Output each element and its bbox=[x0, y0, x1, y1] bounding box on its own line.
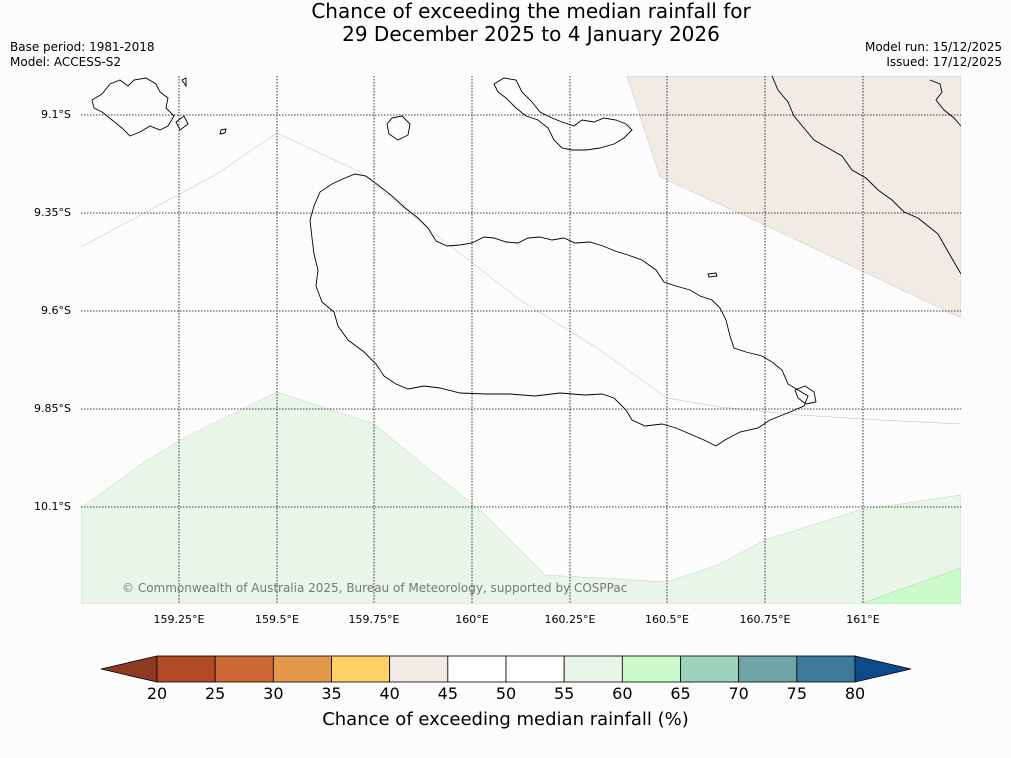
colorbar bbox=[100, 655, 912, 683]
colorbar-bin bbox=[796, 655, 856, 683]
colorbar-tick-label: 70 bbox=[728, 684, 749, 703]
island-outline bbox=[219, 128, 227, 135]
base-info: Base period: 1981-2018 Model: ACCESS-S2 bbox=[10, 40, 155, 70]
colorbar-bin bbox=[331, 655, 391, 683]
island-outline bbox=[707, 272, 718, 278]
colorbar-bin bbox=[156, 655, 216, 683]
colorbar-tick-label: 40 bbox=[379, 684, 400, 703]
map-panel bbox=[81, 76, 961, 604]
graticule bbox=[81, 76, 961, 604]
colorbar-tick-label: 35 bbox=[321, 684, 342, 703]
colorbar-tick-label: 65 bbox=[670, 684, 691, 703]
title-line-1: Chance of exceeding the median rainfall … bbox=[311, 0, 751, 23]
colorbar-extend-high bbox=[854, 655, 912, 683]
colorbar-tick-label: 80 bbox=[844, 684, 866, 703]
colorbar-extend-low bbox=[100, 655, 158, 683]
run-info: Model run: 15/12/2025 Issued: 17/12/2025 bbox=[865, 40, 1002, 70]
colorbar-bin bbox=[738, 655, 798, 683]
lat-tick: 9.6°S bbox=[41, 304, 71, 317]
lon-tick: 159.75°E bbox=[348, 613, 400, 626]
model-run-text: Model run: 15/12/2025 bbox=[864, 40, 1002, 54]
colorbar-tick-label: 50 bbox=[495, 684, 517, 703]
copyright-text: © Commonwealth of Australia 2025, Bureau… bbox=[122, 581, 628, 595]
colorbar-bin bbox=[563, 655, 623, 683]
colorbar-bin bbox=[505, 655, 565, 683]
colorbar-tick-label: 45 bbox=[437, 684, 459, 703]
colorbar-tick-label: 75 bbox=[786, 684, 808, 703]
lat-tick: 10.1°S bbox=[34, 500, 71, 513]
colorbar-bin bbox=[214, 655, 274, 683]
lon-tick: 160°E bbox=[455, 613, 489, 626]
colorbar-bin bbox=[272, 655, 332, 683]
lon-tick: 161°E bbox=[846, 613, 880, 626]
colorbar-title: Chance of exceeding median rainfall (%) bbox=[322, 709, 689, 730]
region-55-60 bbox=[81, 391, 961, 604]
issued-text: Issued: 17/12/2025 bbox=[886, 55, 1002, 69]
island-outline bbox=[794, 385, 817, 405]
colorbar-bin bbox=[389, 655, 449, 683]
lon-tick: 160.75°E bbox=[739, 613, 791, 626]
colorbar-bin bbox=[447, 655, 507, 683]
guadalcanal-coastline bbox=[309, 173, 809, 447]
chart-title: Chance of exceeding the median rainfall … bbox=[0, 0, 1011, 46]
colorbar-bin bbox=[621, 655, 681, 683]
malaita-coastline-north bbox=[929, 79, 961, 127]
lon-tick: 159.5°E bbox=[255, 613, 299, 626]
colorbar-bin bbox=[680, 655, 740, 683]
model-text: Model: ACCESS-S2 bbox=[10, 55, 122, 69]
lat-tick: 9.1°S bbox=[41, 108, 71, 121]
contour-line bbox=[81, 132, 961, 425]
lon-tick: 160.25°E bbox=[544, 613, 596, 626]
malaita-coastline bbox=[771, 76, 961, 275]
colorbar-tick-label: 55 bbox=[553, 684, 575, 703]
lon-tick: 159.25°E bbox=[153, 613, 205, 626]
ngella-coastline bbox=[493, 77, 633, 151]
region-60-65 bbox=[859, 567, 961, 604]
colorbar-tick-label: 60 bbox=[612, 684, 633, 703]
title-line-2: 29 December 2025 to 4 January 2026 bbox=[342, 22, 720, 46]
lat-tick: 9.85°S bbox=[34, 402, 71, 415]
island-outline bbox=[386, 115, 411, 141]
lon-tick: 160.5°E bbox=[645, 613, 689, 626]
base-period-text: Base period: 1981-2018 bbox=[10, 40, 155, 54]
colorbar-tick-label: 30 bbox=[263, 684, 284, 703]
colorbar-tick-label: 20 bbox=[146, 684, 168, 703]
colorbar-tick-label: 25 bbox=[204, 684, 226, 703]
region-40-45 bbox=[626, 76, 961, 319]
lat-tick: 9.35°S bbox=[34, 206, 71, 219]
